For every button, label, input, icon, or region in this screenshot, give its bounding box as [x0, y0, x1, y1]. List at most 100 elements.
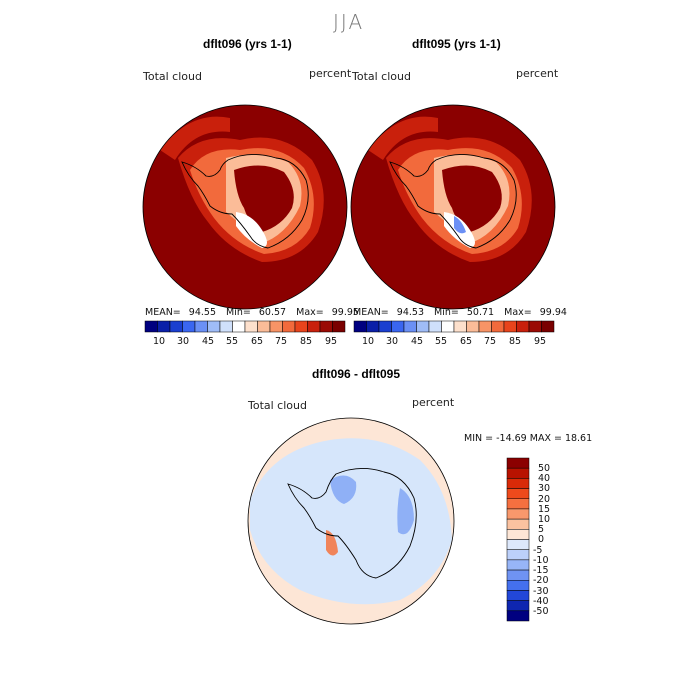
left-colorbar-swatch [294, 320, 308, 333]
diff-colorbar-swatch [506, 508, 530, 520]
right-colorbar-swatch [466, 320, 480, 333]
left-map [142, 104, 348, 310]
right-colorbar-swatch [541, 320, 555, 333]
left-colorbar-tick: 65 [251, 336, 264, 347]
right-colorbar-swatch [441, 320, 455, 333]
diff-colorbar-swatch [506, 498, 530, 510]
diff-map-blue-edge [397, 488, 414, 535]
right-colorbar-swatch [416, 320, 430, 333]
right-colorbar-swatch [516, 320, 530, 333]
diff-colorbar-swatch [506, 600, 530, 612]
left-colorbar-tick: 55 [226, 336, 239, 347]
left-max-label: Max= [296, 307, 324, 318]
right-colorbar-tick: 45 [411, 336, 424, 347]
right-min-label: Min= [434, 307, 459, 318]
diff-coastline [287, 468, 417, 579]
diff-map-border [247, 417, 455, 625]
left-colorbar-swatch [232, 320, 246, 333]
left-colorbar-swatch [219, 320, 233, 333]
right-colorbar-swatch [453, 320, 467, 333]
left-colorbar-swatch [244, 320, 258, 333]
right-colorbar-swatch [491, 320, 505, 333]
right-colorbar-swatch [528, 320, 542, 333]
right-colorbar-swatch [428, 320, 442, 333]
left-colorbar-swatch [257, 320, 271, 333]
right-units-label: percent [516, 67, 559, 80]
right-colorbar-tick: 85 [509, 336, 522, 347]
right-colorbar-swatch [478, 320, 492, 333]
diff-map-blue-patch [330, 475, 357, 504]
left-units-label: percent [309, 67, 352, 80]
left-colorbar-tick: 30 [177, 336, 190, 347]
right-max-label: Max= [504, 307, 532, 318]
left-stats: MEAN= 94.55 Min= 60.57 Max= 99.95 [145, 307, 359, 318]
left-mean-label: MEAN= [145, 307, 181, 318]
right-map [350, 104, 556, 310]
right-colorbar [353, 320, 555, 333]
diff-colorbar-tick: -30 [533, 586, 549, 597]
diff-colorbar-tick: 20 [538, 494, 551, 505]
diff-minmax: MIN = -14.69 MAX = 18.61 [464, 433, 593, 444]
right-coastline [389, 154, 517, 249]
right-colorbar-swatch [378, 320, 392, 333]
left-colorbar-tick: 75 [275, 336, 288, 347]
diff-colorbar-swatch [506, 549, 530, 561]
right-colorbar-swatch [403, 320, 417, 333]
diff-colorbar-swatch [506, 467, 530, 479]
diff-variable-label: Total cloud [248, 399, 307, 412]
diff-colorbar-tick: -15 [533, 565, 549, 576]
right-colorbar-tick: 75 [484, 336, 497, 347]
left-colorbar [144, 320, 346, 333]
left-map-border [142, 104, 348, 310]
left-coastline [181, 154, 309, 249]
left-panel-title: dflt096 (yrs 1-1) [203, 37, 292, 51]
right-panel-title: dflt095 (yrs 1-1) [412, 37, 501, 51]
left-colorbar-swatch [207, 320, 221, 333]
diff-colorbar-swatch [506, 580, 530, 591]
left-colorbar-swatch [157, 320, 171, 333]
diff-colorbar-swatch [506, 559, 530, 571]
diff-colorbar-tick: -10 [533, 555, 549, 566]
right-map-band-outer [368, 116, 438, 160]
left-map-peninsula-white [236, 212, 267, 248]
left-min-value: 60.57 [258, 307, 287, 318]
right-min-value: 50.71 [466, 307, 495, 318]
right-mean-label: MEAN= [353, 307, 389, 318]
left-map-band-outer [160, 116, 230, 160]
right-colorbar-swatch [353, 320, 367, 333]
right-map-border [350, 104, 556, 310]
diff-colorbar-tick: 30 [538, 483, 551, 494]
diff-colorbar-swatch [506, 518, 530, 530]
diff-colorbar-swatch [506, 590, 530, 601]
season-title: JJA [333, 10, 365, 34]
diff-colorbar-tick: 5 [538, 524, 545, 535]
right-mean-value: 94.53 [396, 307, 424, 318]
diff-colorbar-swatch [506, 610, 530, 622]
right-stats: MEAN= 94.53 Min= 50.71 Max= 99.94 [353, 307, 567, 318]
right-variable-label: Total cloud [352, 70, 411, 83]
left-colorbar-swatch [282, 320, 296, 333]
diff-colorbar-swatch [506, 478, 530, 489]
left-map-interior [234, 165, 294, 232]
right-colorbar-swatch [503, 320, 517, 333]
left-colorbar-swatch [332, 320, 346, 333]
left-colorbar-swatch [307, 320, 321, 333]
diff-colorbar-tick: -40 [533, 596, 549, 607]
diff-colorbar-tick: 40 [538, 473, 551, 484]
right-map-blue-patch [454, 216, 466, 234]
diff-colorbar-tick: 0 [538, 534, 545, 545]
left-colorbar-swatch [182, 320, 196, 333]
left-colorbar-tick: 85 [300, 336, 313, 347]
left-min-label: Min= [226, 307, 251, 318]
left-colorbar-swatch [144, 320, 158, 333]
right-max-value: 99.94 [539, 307, 567, 318]
diff-colorbar-tick: 10 [538, 514, 551, 525]
right-colorbar-tick: 95 [534, 336, 547, 347]
diff-colorbar-tick: -5 [533, 545, 543, 556]
left-max-value: 99.95 [331, 307, 359, 318]
left-mean-value: 94.55 [188, 307, 216, 318]
diff-map-red-patch [326, 530, 338, 556]
right-colorbar-tick: 10 [362, 336, 375, 347]
diff-colorbar [506, 457, 530, 622]
